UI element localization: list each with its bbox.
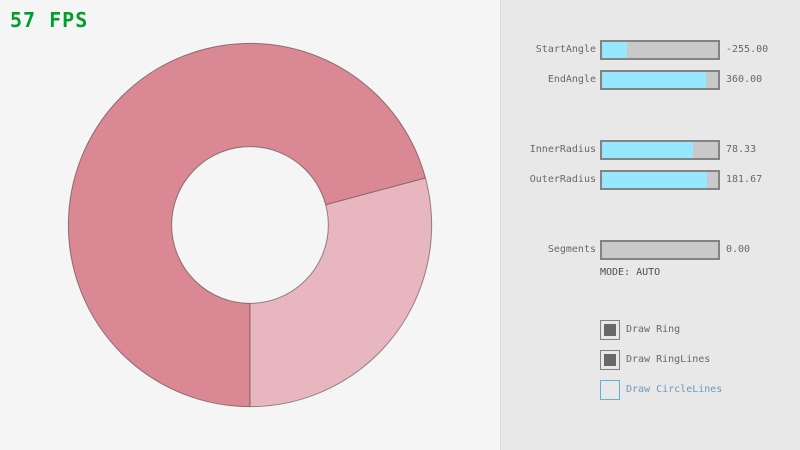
checkbox-check-icon <box>604 354 616 366</box>
draw-ring-checkbox[interactable] <box>600 320 620 340</box>
draw-circlelines-checkbox-row: Draw CircleLines <box>600 380 722 400</box>
ring-inner-outline <box>171 146 329 304</box>
endangle-slider-fill <box>602 72 706 88</box>
innerradius-label: InnerRadius <box>529 144 596 155</box>
startangle-label: StartAngle <box>535 44 596 55</box>
startangle-slider[interactable] <box>600 40 720 60</box>
ring-sector-single-alpha <box>250 177 432 407</box>
checkbox-check-icon <box>604 324 616 336</box>
segments-slider[interactable] <box>600 240 720 260</box>
draw-ringlines-checkbox-row: Draw RingLines <box>600 350 710 370</box>
endangle-value: 360.00 <box>726 74 763 85</box>
ring-sector-double-alpha <box>68 43 426 407</box>
innerradius-slider-fill <box>602 142 693 158</box>
ring-start-angle-line <box>325 177 426 206</box>
draw-ring-checkbox-row: Draw Ring <box>600 320 680 340</box>
draw-circlelines-checkbox[interactable] <box>600 380 620 400</box>
draw-ringlines-checkbox[interactable] <box>600 350 620 370</box>
ring-canvas <box>67 42 433 408</box>
innerradius-value: 78.33 <box>726 144 757 155</box>
endangle-slider[interactable] <box>600 70 720 90</box>
segments-value: 0.00 <box>726 244 751 255</box>
outerradius-slider[interactable] <box>600 170 720 190</box>
outerradius-value: 181.67 <box>726 174 763 185</box>
startangle-value: -255.00 <box>726 44 769 55</box>
segments-label: Segments <box>547 244 596 255</box>
draw-ring-checkbox-label: Draw Ring <box>626 324 681 335</box>
endangle-label: EndAngle <box>547 74 596 85</box>
startangle-slider-fill <box>602 42 627 58</box>
fps-counter: 57 FPS <box>10 8 89 32</box>
innerradius-slider[interactable] <box>600 140 720 160</box>
draw-circlelines-checkbox-label: Draw CircleLines <box>626 384 723 395</box>
draw-ringlines-checkbox-label: Draw RingLines <box>626 354 711 365</box>
segments-mode-text: MODE: AUTO <box>600 267 661 278</box>
outerradius-slider-fill <box>602 172 707 188</box>
ring-outer-outline <box>67 42 433 408</box>
outerradius-label: OuterRadius <box>529 174 596 185</box>
